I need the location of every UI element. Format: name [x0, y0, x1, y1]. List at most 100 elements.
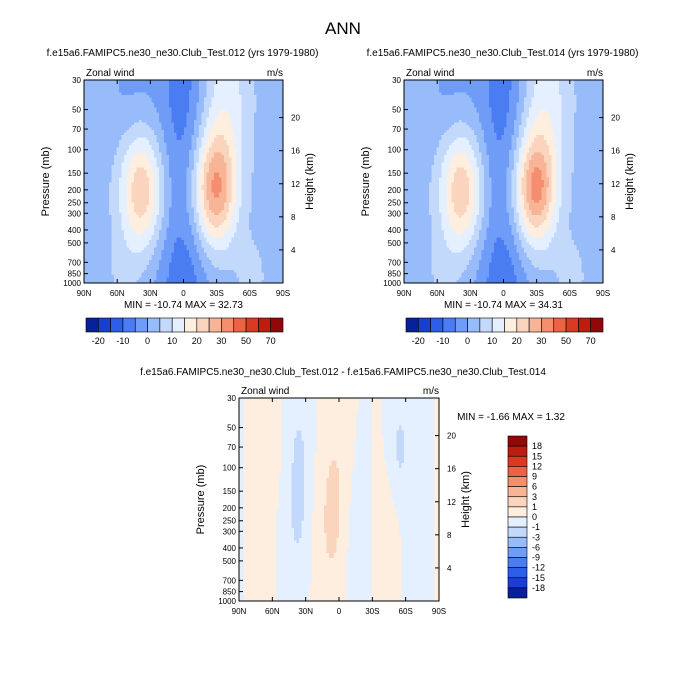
colorbar-swatch [270, 317, 284, 333]
y-tick-label: 250 [388, 199, 402, 208]
colorbar-horizontal-1: -20 -10 0 10 20 30 50 70 [85, 317, 284, 346]
x-tick-label: 90N [77, 289, 92, 298]
colorbar-label: -20 [412, 336, 425, 346]
x-tick-label: 60N [265, 607, 280, 616]
x-tick-label: 30N [298, 607, 313, 616]
min-max-label: MIN = -1.66 MAX = 1.32 [457, 412, 565, 423]
colorbar-swatch [541, 317, 555, 333]
colorbar-label: 20 [512, 336, 522, 346]
colorbar-label: 12 [532, 461, 542, 471]
x-tick-label: 90S [276, 289, 290, 298]
colorbar-swatch [233, 317, 247, 333]
y-tick-label: 300 [68, 209, 82, 218]
x-tick-label: 30S [365, 607, 379, 616]
variable-label: Zonal wind [86, 68, 134, 79]
y2-tick-label: 8 [291, 213, 296, 222]
y-tick-label: 150 [68, 169, 82, 178]
units-label: m/s [587, 68, 603, 79]
y-tick-label: 150 [223, 487, 237, 496]
colorbar-label: -10 [436, 336, 449, 346]
colorbar-swatch [184, 317, 198, 333]
y2-tick-label: 16 [291, 147, 300, 156]
x-tick-label: 90S [432, 607, 446, 616]
panel-title: f.e15a6.FAMIPC5.ne30_ne30.Club_Test.012 … [47, 48, 319, 59]
colorbar-label: -15 [532, 573, 545, 583]
colorbar-swatch [578, 317, 591, 333]
y-tick-label: 400 [68, 226, 82, 235]
x-tick-label: 90N [232, 607, 247, 616]
colorbar-label: 18 [532, 441, 542, 451]
y2-tick-label: 8 [447, 531, 452, 540]
colorbar-swatch [171, 317, 185, 333]
colorbar-swatch [507, 526, 528, 538]
y2-axis-label: Height (km) [624, 153, 636, 210]
colorbar-label: 0 [465, 336, 470, 346]
colorbar-swatch [479, 317, 493, 333]
y-tick-label: 1000 [383, 279, 401, 288]
colorbar-swatch [507, 445, 528, 457]
y-tick-label: 850 [223, 588, 237, 597]
colorbar-swatch [507, 587, 528, 599]
y2-tick-label: 4 [291, 246, 296, 255]
colorbar-swatch [258, 317, 271, 333]
colorbar-label: -3 [532, 532, 540, 542]
colorbar-swatch [507, 516, 528, 528]
colorbar-swatch [516, 317, 530, 333]
colorbar-swatch [418, 317, 431, 333]
y-tick-label: 50 [72, 106, 81, 115]
x-tick-label: 0 [181, 289, 186, 298]
y-tick-label: 250 [223, 517, 237, 526]
y-tick-label: 400 [223, 544, 237, 553]
x-tick-label: 60S [399, 607, 413, 616]
colorbar-label: -10 [116, 336, 129, 346]
colorbar-swatch [430, 317, 444, 333]
x-tick-label: 90N [397, 289, 412, 298]
y-tick-label: 500 [223, 557, 237, 566]
colorbar-swatch [110, 317, 124, 333]
colorbar-swatch [507, 536, 528, 548]
panel-title: f.e15a6.FAMIPC5.ne30_ne30.Club_Test.014 … [367, 48, 639, 59]
colorbar-label: 10 [167, 336, 177, 346]
x-tick-label: 30S [210, 289, 224, 298]
colorbar-swatch [491, 317, 505, 333]
units-label: m/s [423, 386, 439, 397]
y-tick-label: 500 [68, 239, 82, 248]
y2-tick-label: 12 [611, 180, 620, 189]
colorbar-swatch [467, 317, 481, 333]
colorbar-label: 30 [536, 336, 546, 346]
y-tick-label: 100 [223, 464, 237, 473]
y-tick-label: 100 [388, 146, 402, 155]
y-tick-label: 700 [68, 258, 82, 267]
y-tick-label: 30 [227, 394, 236, 403]
y2-tick-label: 20 [611, 114, 620, 123]
y-tick-label: 250 [68, 199, 82, 208]
colorbar-swatch [507, 557, 528, 568]
panels: f.e15a6.FAMIPC5.ne30_ne30.Club_Test.012 … [40, 48, 638, 616]
colorbar-swatch [507, 435, 528, 447]
colorbar-label: 30 [216, 336, 226, 346]
colorbar-swatch [85, 317, 99, 333]
y-tick-label: 1000 [218, 597, 236, 606]
x-tick-label: 60S [243, 289, 257, 298]
colorbar-swatch [507, 496, 528, 508]
y-tick-label: 300 [388, 209, 402, 218]
y2-axis-label: Height (km) [460, 471, 472, 528]
min-max-label: MIN = -10.74 MAX = 32.73 [124, 300, 243, 311]
y-tick-label: 150 [388, 169, 402, 178]
panel-title: f.e15a6.FAMIPC5.ne30_ne30.Club_Test.012 … [140, 367, 546, 378]
y-tick-label: 30 [392, 76, 401, 85]
colorbar-swatch [507, 577, 528, 589]
panel-2: f.e15a6.FAMIPC5.ne30_ne30.Club_Test.014 … [360, 48, 638, 311]
colorbar-label: -6 [532, 542, 540, 552]
y2-axis-label: Height (km) [304, 153, 316, 210]
colorbar-label: 0 [145, 336, 150, 346]
colorbar-swatch [507, 466, 528, 477]
colorbar-swatch [134, 317, 148, 333]
colorbar-label: 50 [241, 336, 251, 346]
x-tick-label: 30N [463, 289, 478, 298]
x-tick-label: 0 [501, 289, 506, 298]
variable-label: Zonal wind [241, 386, 289, 397]
y-tick-label: 400 [388, 226, 402, 235]
x-tick-label: 30S [530, 289, 544, 298]
